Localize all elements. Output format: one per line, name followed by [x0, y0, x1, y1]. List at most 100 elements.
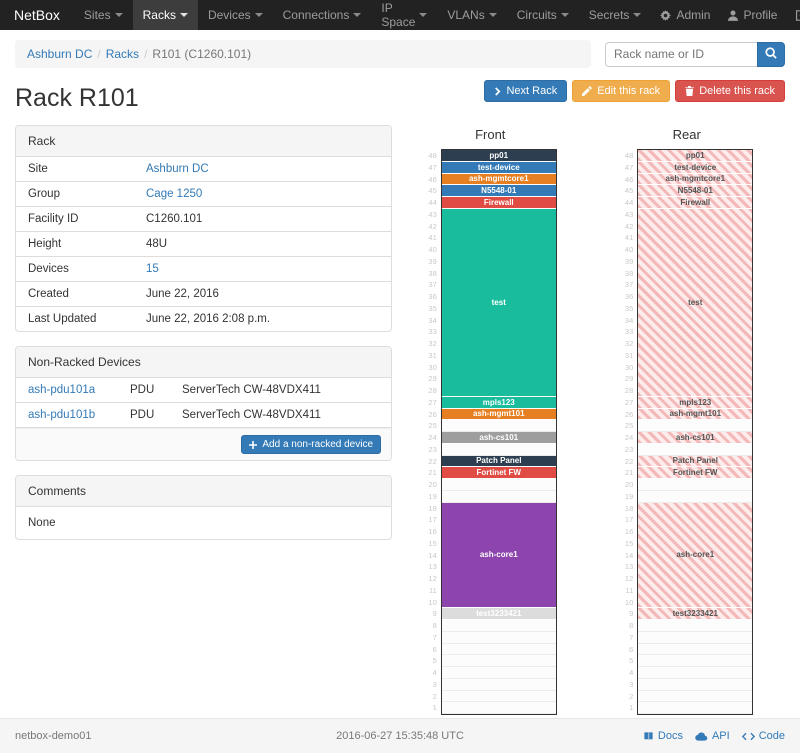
rack-device-firewall[interactable]: Firewall [441, 197, 556, 209]
rack-unit-empty[interactable] [441, 479, 556, 491]
rack-panel: Rack Site Ashburn DC Group Cage 1250 Facilit… [15, 125, 392, 332]
nav-item-devices[interactable]: Devices [198, 0, 273, 30]
device-label: test-device [477, 162, 520, 172]
rack-unit-empty[interactable] [441, 631, 556, 644]
rack-device-pp01[interactable]: pp01 [638, 150, 753, 162]
attr-value-site[interactable]: Ashburn DC [146, 163, 209, 175]
device-link-ash-pdu101a[interactable]: ash-pdu101a [28, 384, 96, 396]
unit-number: 5 [432, 656, 437, 666]
nav-item-circuits[interactable]: Circuits [507, 0, 579, 30]
device-link-ash-pdu101b[interactable]: ash-pdu101b [28, 409, 96, 421]
attr-value-devices[interactable]: 15 [146, 263, 159, 275]
rack-device-test[interactable]: test [441, 208, 556, 397]
rack-device-ash-core1[interactable]: ash-core1 [638, 502, 753, 609]
breadcrumb-item-ashburn-dc[interactable]: Ashburn DC [27, 47, 93, 61]
rack-unit-empty[interactable] [441, 678, 556, 691]
breadcrumb-item-racks[interactable]: Racks [105, 47, 140, 61]
rack-unit-empty[interactable] [638, 678, 753, 691]
rack-unit-empty[interactable] [441, 667, 556, 679]
unit-number: 36 [428, 292, 437, 301]
unit-number: 15 [624, 538, 634, 548]
rack-unit-empty[interactable] [638, 631, 753, 644]
edit-rack-button[interactable]: Edit this rack [572, 80, 671, 102]
device-label: test [491, 297, 506, 307]
rack-unit-empty[interactable] [638, 690, 753, 703]
rack-device-ash-mgmt101[interactable]: ash-mgmt101 [441, 408, 556, 421]
attr-value-height: 48U [146, 238, 168, 250]
delete-rack-button[interactable]: Delete this rack [675, 80, 785, 102]
search-input[interactable] [605, 41, 757, 67]
rack-unit-empty[interactable] [638, 479, 753, 491]
rack-device-test-device[interactable]: test-device [441, 161, 556, 174]
rack-device-fortinet-fw[interactable]: Fortinet FW [638, 467, 753, 479]
add-non-racked-button[interactable]: Add a non-racked device [241, 435, 381, 454]
rack-unit-empty[interactable] [441, 490, 556, 503]
rack-unit-empty[interactable] [638, 655, 753, 667]
footer-link-label: API [711, 730, 730, 742]
nav-item-connections[interactable]: Connections [273, 0, 372, 30]
rack-device-ash-mgmtcore1[interactable]: ash-mgmtcore1 [441, 173, 556, 186]
rack-device-mpls123[interactable]: mpls123 [638, 396, 753, 409]
navbar-brand[interactable]: NetBox [14, 7, 60, 23]
admin-menu-item[interactable]: Admin [651, 0, 719, 30]
rack-device-ash-core1[interactable]: ash-core1 [441, 502, 556, 609]
code-icon [741, 731, 755, 742]
rack-unit-empty[interactable] [638, 702, 753, 714]
nav-item-racks[interactable]: Racks [132, 0, 198, 30]
unit-number: 48 [428, 151, 437, 160]
unit-number: 20 [624, 480, 634, 489]
nav-item-vlans[interactable]: VLANs [437, 0, 506, 30]
nav-item-ip-space[interactable]: IP Space [371, 0, 437, 30]
rack-unit-empty[interactable] [441, 655, 556, 667]
rack-unit-empty[interactable] [441, 420, 556, 432]
log-out-menu-item[interactable]: Log out [786, 0, 800, 30]
rack-device-ash-cs101[interactable]: ash-cs101 [638, 432, 753, 444]
rack-device-mpls123[interactable]: mpls123 [441, 396, 556, 409]
rack-device-test3233421[interactable]: test3233421 [638, 608, 753, 620]
chevron-down-icon [254, 13, 263, 17]
unit-number: 9 [432, 609, 437, 619]
rack-device-patch-panel[interactable]: Patch Panel [441, 455, 556, 468]
rack-unit-empty[interactable] [638, 643, 753, 656]
search-button[interactable] [757, 41, 785, 67]
rack-unit-empty[interactable] [638, 620, 753, 632]
rack-device-n5548-01[interactable]: N5548-01 [638, 185, 753, 197]
rack-device-fortinet-fw[interactable]: Fortinet FW [441, 467, 556, 479]
rack-device-firewall[interactable]: Firewall [638, 197, 753, 209]
rack-unit-empty[interactable] [638, 420, 753, 432]
next-rack-button[interactable]: Next Rack [484, 80, 568, 102]
footer-link-api[interactable]: API [695, 730, 730, 742]
rack-elevations: Front 48 47 46 45 44 43 42 41 40 39 38 37 36 35 34 33 32… [392, 125, 785, 715]
rack-unit-empty[interactable] [441, 702, 556, 714]
device-label: Fortinet FW [673, 468, 718, 478]
profile-menu-item[interactable]: Profile [719, 0, 786, 30]
nav-item-label: Devices [207, 8, 251, 22]
front-rack: pp01 test-device ash-mgmtcore1 N5548-01 Fire… [440, 149, 557, 715]
rack-unit-empty[interactable] [638, 443, 753, 456]
rack-unit-empty[interactable] [441, 690, 556, 703]
rack-device-ash-mgmtcore1[interactable]: ash-mgmtcore1 [638, 173, 753, 186]
rack-device-test[interactable]: test [638, 208, 753, 397]
rack-unit-empty[interactable] [441, 643, 556, 656]
nav-item-sites[interactable]: Sites [74, 0, 133, 30]
rack-device-test3233421[interactable]: test3233421 [441, 608, 556, 620]
rack-device-ash-cs101[interactable]: ash-cs101 [441, 432, 556, 444]
rack-device-test-device[interactable]: test-device [638, 161, 753, 174]
footer-link-docs[interactable]: Docs [643, 730, 683, 742]
rack-device-n5548-01[interactable]: N5548-01 [441, 185, 556, 197]
device-label: ash-cs101 [479, 432, 519, 442]
footer-link-code[interactable]: Code [741, 730, 785, 742]
rack-device-patch-panel[interactable]: Patch Panel [638, 455, 753, 468]
rack-device-pp01[interactable]: pp01 [441, 150, 556, 162]
footer-links: Docs API Code [643, 730, 785, 742]
rack-unit-empty[interactable] [638, 490, 753, 503]
rack-device-ash-mgmt101[interactable]: ash-mgmt101 [638, 408, 753, 421]
unit-number: 35 [624, 303, 634, 313]
attr-value-group[interactable]: Cage 1250 [146, 188, 203, 200]
nav-item-secrets[interactable]: Secrets [579, 0, 652, 30]
rack-unit-empty[interactable] [638, 667, 753, 679]
rack-unit-empty[interactable] [441, 620, 556, 632]
unit-number: 11 [428, 585, 437, 595]
rack-unit-empty[interactable] [441, 443, 556, 456]
chevron-down-icon [353, 13, 362, 17]
